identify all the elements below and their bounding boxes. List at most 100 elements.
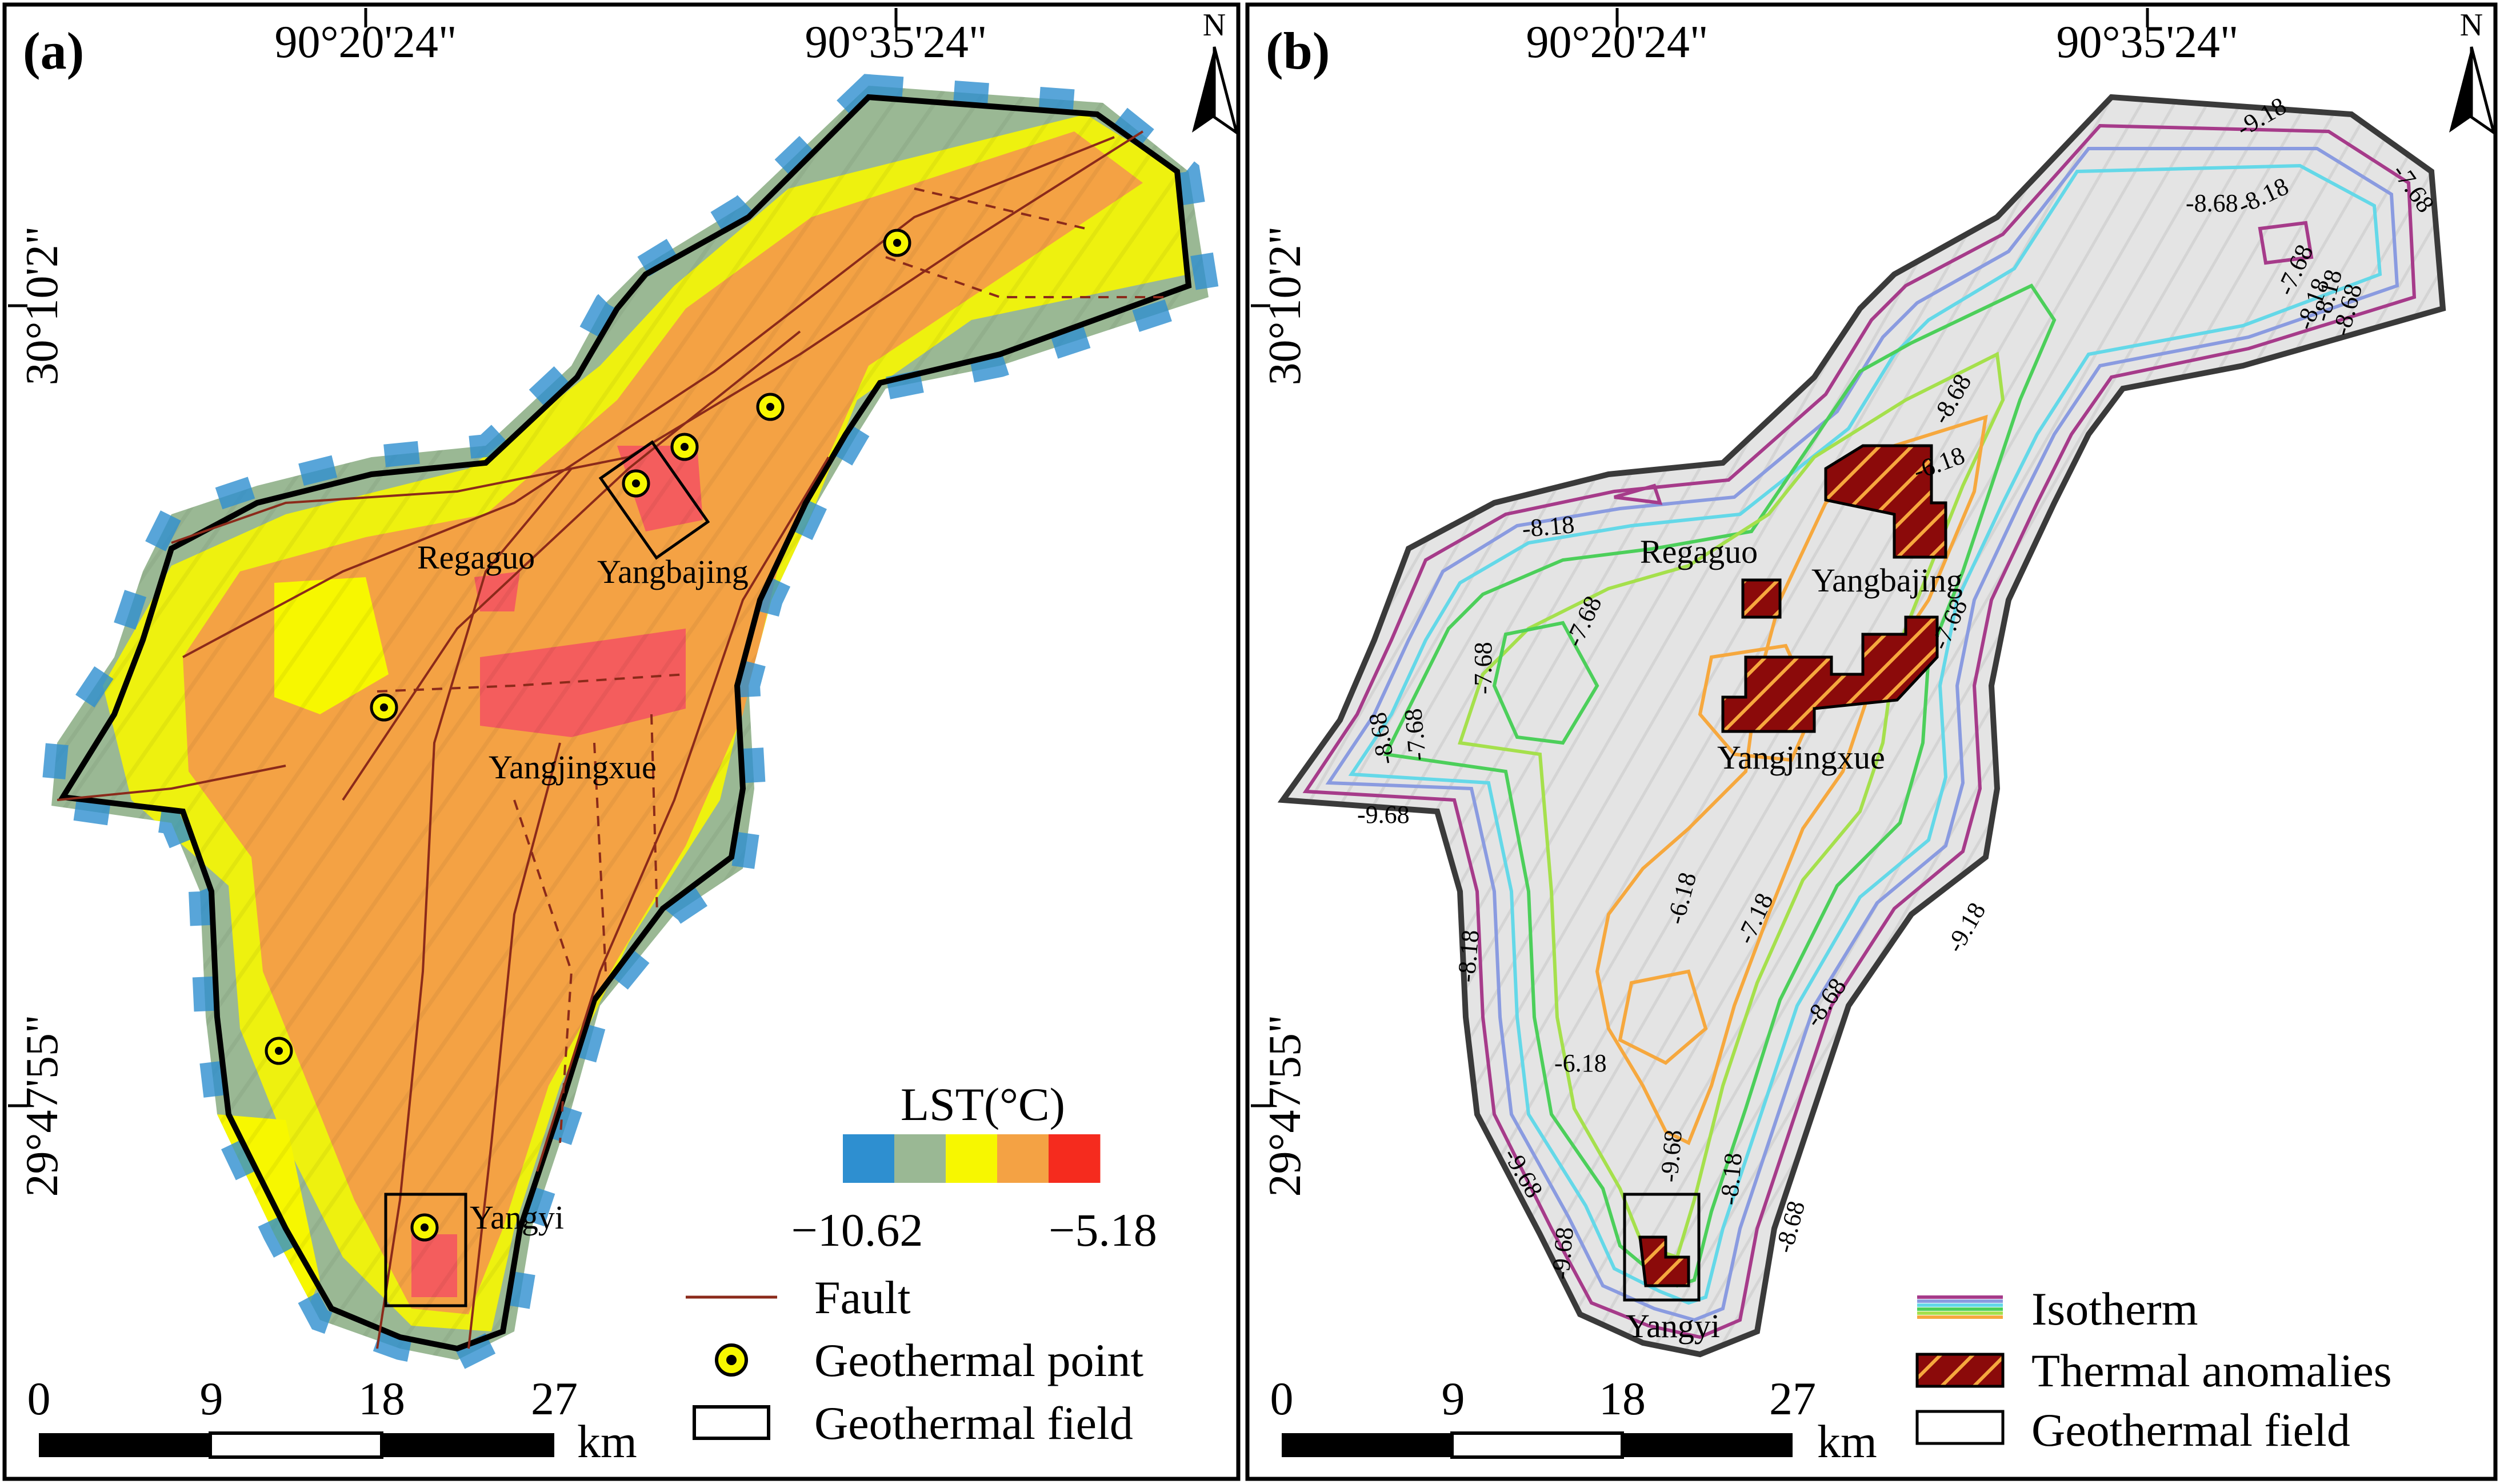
north-label: N — [1203, 7, 1226, 43]
contour-label: -6.18 — [1554, 1049, 1607, 1077]
legend-fault-label: Fault — [814, 1271, 911, 1323]
fault-line-dashed — [914, 187, 1086, 230]
north-arrow-right — [2470, 46, 2497, 136]
panel-a-label: (a) — [23, 22, 84, 80]
legend-thermal-anomalies-label: Thermal anomalies — [2031, 1345, 2392, 1397]
panel-a-legend: Fault Geothermal point Geothermal field — [686, 1271, 1143, 1449]
panel-a-frame — [2, 2, 1241, 1481]
lat-label-2: 29°47'55" — [1260, 1014, 1310, 1197]
isotherm-line — [1614, 483, 1663, 505]
isotherm-line — [1325, 147, 2399, 1322]
lat-label-2: 29°47'55" — [17, 1014, 67, 1197]
inferred-faults — [377, 187, 1171, 1143]
legend-isotherm-label: Isotherm — [2031, 1283, 2198, 1335]
contour-label: -8.18 — [1521, 510, 1576, 543]
lst-color-swatch — [843, 1134, 895, 1183]
lst-edge-pixels — [39, 74, 1222, 1372]
lon-label-2: 90°35'24" — [805, 17, 987, 67]
lat-label-1: 30°10'2" — [17, 226, 67, 385]
legend-geothermal-field-symbol — [693, 1405, 770, 1440]
contour-label: -8.68 — [2186, 189, 2238, 217]
contour-label: -9.68 — [1357, 801, 1410, 829]
legend-thermal-anomalies-symbol — [1915, 1353, 2005, 1388]
place-regaguo: Regaguo — [1640, 533, 1758, 570]
fault-line — [57, 765, 286, 801]
study-area-boundary — [58, 94, 1192, 1352]
geothermal-point — [410, 1213, 439, 1242]
scale-segment — [209, 1431, 383, 1459]
thermal-anomaly-yangyi — [1638, 1235, 1690, 1287]
north-arrow-left — [1192, 47, 1214, 133]
lst-color-swatch — [997, 1134, 1049, 1183]
panel-b-svg: (b) 90°20'24" 90°35'24" 30°10'2" 29°47'5… — [1245, 2, 2498, 1481]
north-arrow: N — [2449, 7, 2497, 136]
scale-tick-0: 0 — [27, 1373, 51, 1425]
panel-b-frame — [1245, 2, 2498, 1481]
isotherm-line — [2258, 221, 2314, 265]
thermal-anomalies — [1638, 444, 1947, 1287]
geothermal-point — [622, 469, 650, 498]
legend-geothermal-point-symbol — [715, 1343, 748, 1377]
legend-geothermal-point-label: Geothermal point — [814, 1334, 1143, 1386]
place-yangjingxue: Yangjingxue — [1717, 739, 1885, 776]
contour-label: -7.68 — [1399, 707, 1431, 762]
place-regaguo: Regaguo — [417, 539, 535, 576]
geothermal-point — [670, 433, 699, 461]
fault-line — [467, 742, 561, 1349]
scale-tick-9: 9 — [1442, 1373, 1465, 1425]
thermal-anomaly-regaguo — [1741, 578, 1782, 619]
contour-label: -9.68 — [1655, 1129, 1687, 1183]
study-area-boundary — [1277, 94, 2446, 1358]
geothermal-points — [265, 229, 911, 1242]
scale-unit: km — [1817, 1415, 1877, 1467]
lon-label-1: 90°20'24" — [274, 17, 457, 67]
lst-legend: LST(°C) −10.62 −5.18 — [791, 1078, 1157, 1256]
legend-geothermal-field-symbol — [1915, 1410, 2005, 1445]
place-yangjingxue: Yangjingxue — [489, 749, 657, 786]
scale-segment — [39, 1433, 210, 1457]
hillshade-texture — [1283, 97, 2443, 1354]
fault-line-dashed — [650, 714, 658, 915]
lat-label-1: 30°10'2" — [1260, 226, 1310, 385]
fault-line — [536, 456, 830, 1172]
panel-b-scale-bar: 0 9 18 27 km — [1270, 1373, 1877, 1467]
legend-geothermal-field-label: Geothermal field — [814, 1397, 1133, 1449]
geothermal-point — [756, 393, 785, 421]
thermal-anomaly-yangbajing — [1824, 444, 1947, 559]
fault-line-dashed — [513, 799, 573, 1143]
contour-label: -8.18 — [1715, 1151, 1747, 1206]
scale-segment — [1622, 1433, 1793, 1457]
fault-line — [182, 136, 1115, 658]
panel-b-legend: Isotherm Thermal anomalies Geothermal fi… — [1915, 1283, 2392, 1456]
panel-a-svg: (a) 90°20'24" 90°35'24" 30°10'2" 29°47'5… — [2, 2, 1241, 1481]
fault-line-dashed — [885, 256, 1171, 298]
scale-tick-9: 9 — [200, 1373, 223, 1425]
scale-segment — [382, 1433, 554, 1457]
place-yangbajing: Yangbajing — [597, 553, 749, 590]
lst-color-swatch — [894, 1134, 946, 1183]
fault-line-dashed — [377, 673, 686, 693]
scale-tick-18: 18 — [1599, 1373, 1646, 1425]
place-yangbajing: Yangbajing — [1811, 562, 1963, 599]
lst-color-swatch — [1049, 1134, 1101, 1183]
contour-label: -9.68 — [1546, 1226, 1579, 1281]
fault-line — [376, 467, 573, 1349]
lst-color-ramp — [843, 1134, 1101, 1183]
geothermal-field-yangyi — [384, 1193, 467, 1307]
scale-unit: km — [577, 1415, 637, 1467]
isotherm-line — [1595, 414, 1988, 1146]
geothermal-point — [370, 693, 398, 722]
scale-tick-27: 27 — [531, 1373, 578, 1425]
contour-label: -7.68 — [1469, 642, 1497, 694]
geothermal-field-yangyi — [1623, 1193, 1701, 1302]
isotherm-line — [1618, 969, 1708, 1065]
thermal-anomaly-yangjingxue — [1721, 615, 1939, 733]
lon-label-1: 90°20'24" — [1526, 17, 1708, 67]
panel-a-lst-map: (a) 90°20'24" 90°35'24" 30°10'2" 29°47'5… — [0, 0, 1243, 1484]
scale-tick-27: 27 — [1769, 1373, 1816, 1425]
isotherm-line — [1492, 621, 1599, 745]
north-arrow: N — [1192, 7, 1239, 136]
legend-isotherm-symbol — [1917, 1295, 2003, 1319]
fault-line-dashed — [593, 742, 607, 972]
lst-legend-max: −5.18 — [1049, 1204, 1157, 1256]
